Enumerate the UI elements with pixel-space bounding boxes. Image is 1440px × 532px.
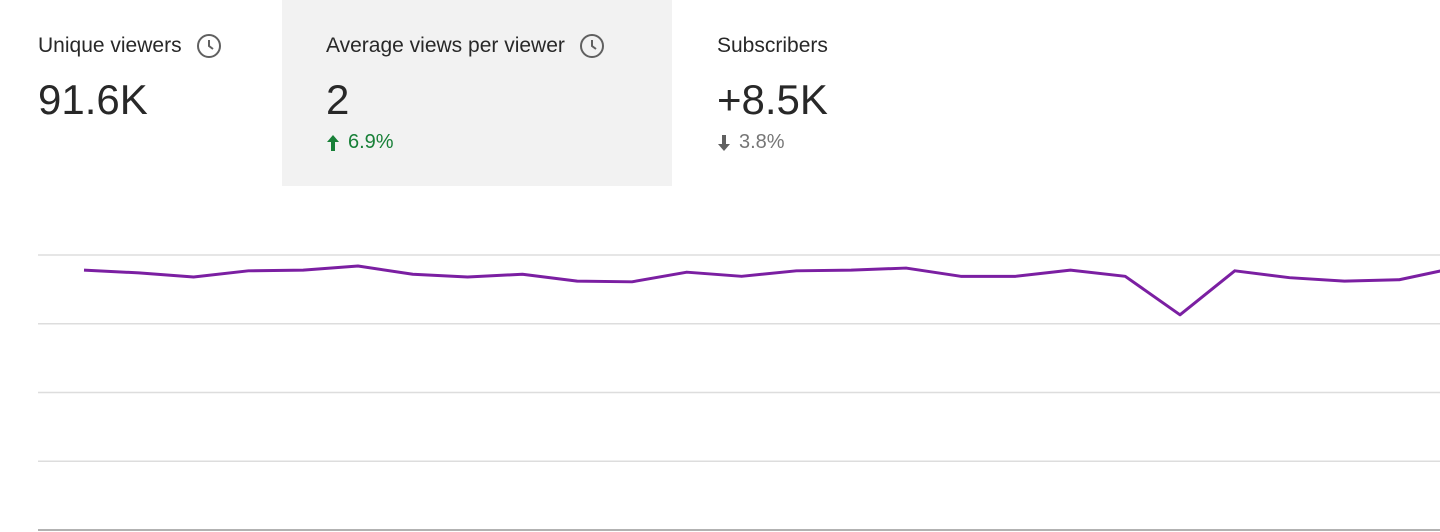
- metric-card[interactable]: Average views per viewer 2 6.9%: [282, 0, 672, 186]
- metric-value: 91.6K: [38, 76, 148, 123]
- metric-label: Subscribers: [717, 34, 828, 57]
- clock-icon[interactable]: [579, 33, 605, 59]
- data-line: [83, 264, 1440, 317]
- up-arrow: [327, 134, 339, 151]
- metric-change: 3.8%: [739, 131, 785, 153]
- metric-value: +8.5K: [717, 76, 828, 123]
- down-arrow: [718, 134, 730, 151]
- clock-icon[interactable]: [196, 33, 222, 59]
- metric-label: Unique viewers: [38, 34, 182, 57]
- metric-card[interactable]: Subscribers +8.5K 3.8%: [672, 0, 1072, 186]
- metric-label: Average views per viewer: [326, 34, 565, 57]
- metric-value: 2: [326, 76, 350, 123]
- metric-change: 6.9%: [348, 131, 394, 153]
- metric-card[interactable]: Unique viewers 91.6K: [0, 0, 282, 186]
